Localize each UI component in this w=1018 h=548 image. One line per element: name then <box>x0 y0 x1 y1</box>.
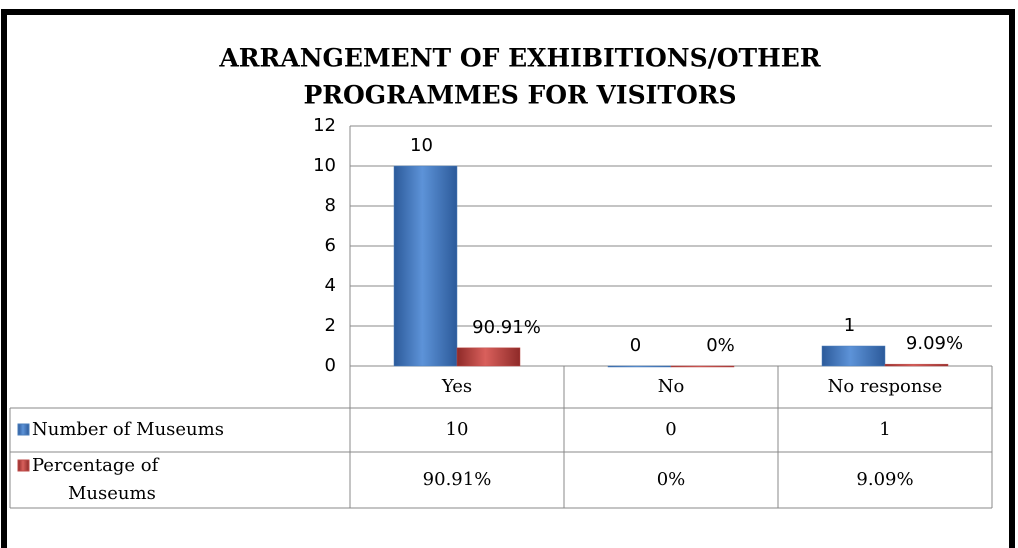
chart-title: PROGRAMMES FOR VISITORS <box>303 81 736 110</box>
data-label: 90.91% <box>472 317 541 338</box>
table-cell: 10 <box>446 419 469 440</box>
chart-title: ARRANGEMENT OF EXHIBITIONS/OTHER <box>218 44 820 73</box>
table-cell: 90.91% <box>423 469 492 490</box>
legend-label: Percentage of <box>32 455 160 476</box>
y-tick-label: 8 <box>325 195 336 216</box>
bar <box>821 345 886 367</box>
data-label: 1 <box>844 315 855 336</box>
y-tick-label: 6 <box>325 235 336 256</box>
frame <box>1 9 1015 548</box>
bar <box>393 165 458 367</box>
table-cell: 0 <box>665 419 676 440</box>
table-cell: 0% <box>657 469 686 490</box>
legend-label: Number of Museums <box>32 419 224 440</box>
legend-label: Museums <box>68 483 156 504</box>
bar <box>670 365 735 368</box>
bar <box>607 365 672 368</box>
y-tick-label: 12 <box>313 115 336 136</box>
data-label: 10 <box>410 135 433 156</box>
legend-key <box>17 423 30 436</box>
y-tick-label: 2 <box>325 315 336 336</box>
table-cell: 1 <box>879 419 890 440</box>
y-tick-label: 4 <box>325 275 336 296</box>
y-tick-label: 0 <box>325 355 336 376</box>
table-cell: 9.09% <box>856 469 913 490</box>
data-label: 9.09% <box>906 333 963 354</box>
data-label: 0 <box>630 335 641 356</box>
bar <box>456 347 521 367</box>
x-tick-label: No <box>658 376 685 397</box>
x-tick-label: No response <box>828 376 943 397</box>
x-tick-label: Yes <box>441 376 472 397</box>
bar <box>884 363 949 367</box>
data-label: 0% <box>706 335 735 356</box>
legend-key <box>17 459 30 472</box>
y-tick-label: 10 <box>313 155 336 176</box>
